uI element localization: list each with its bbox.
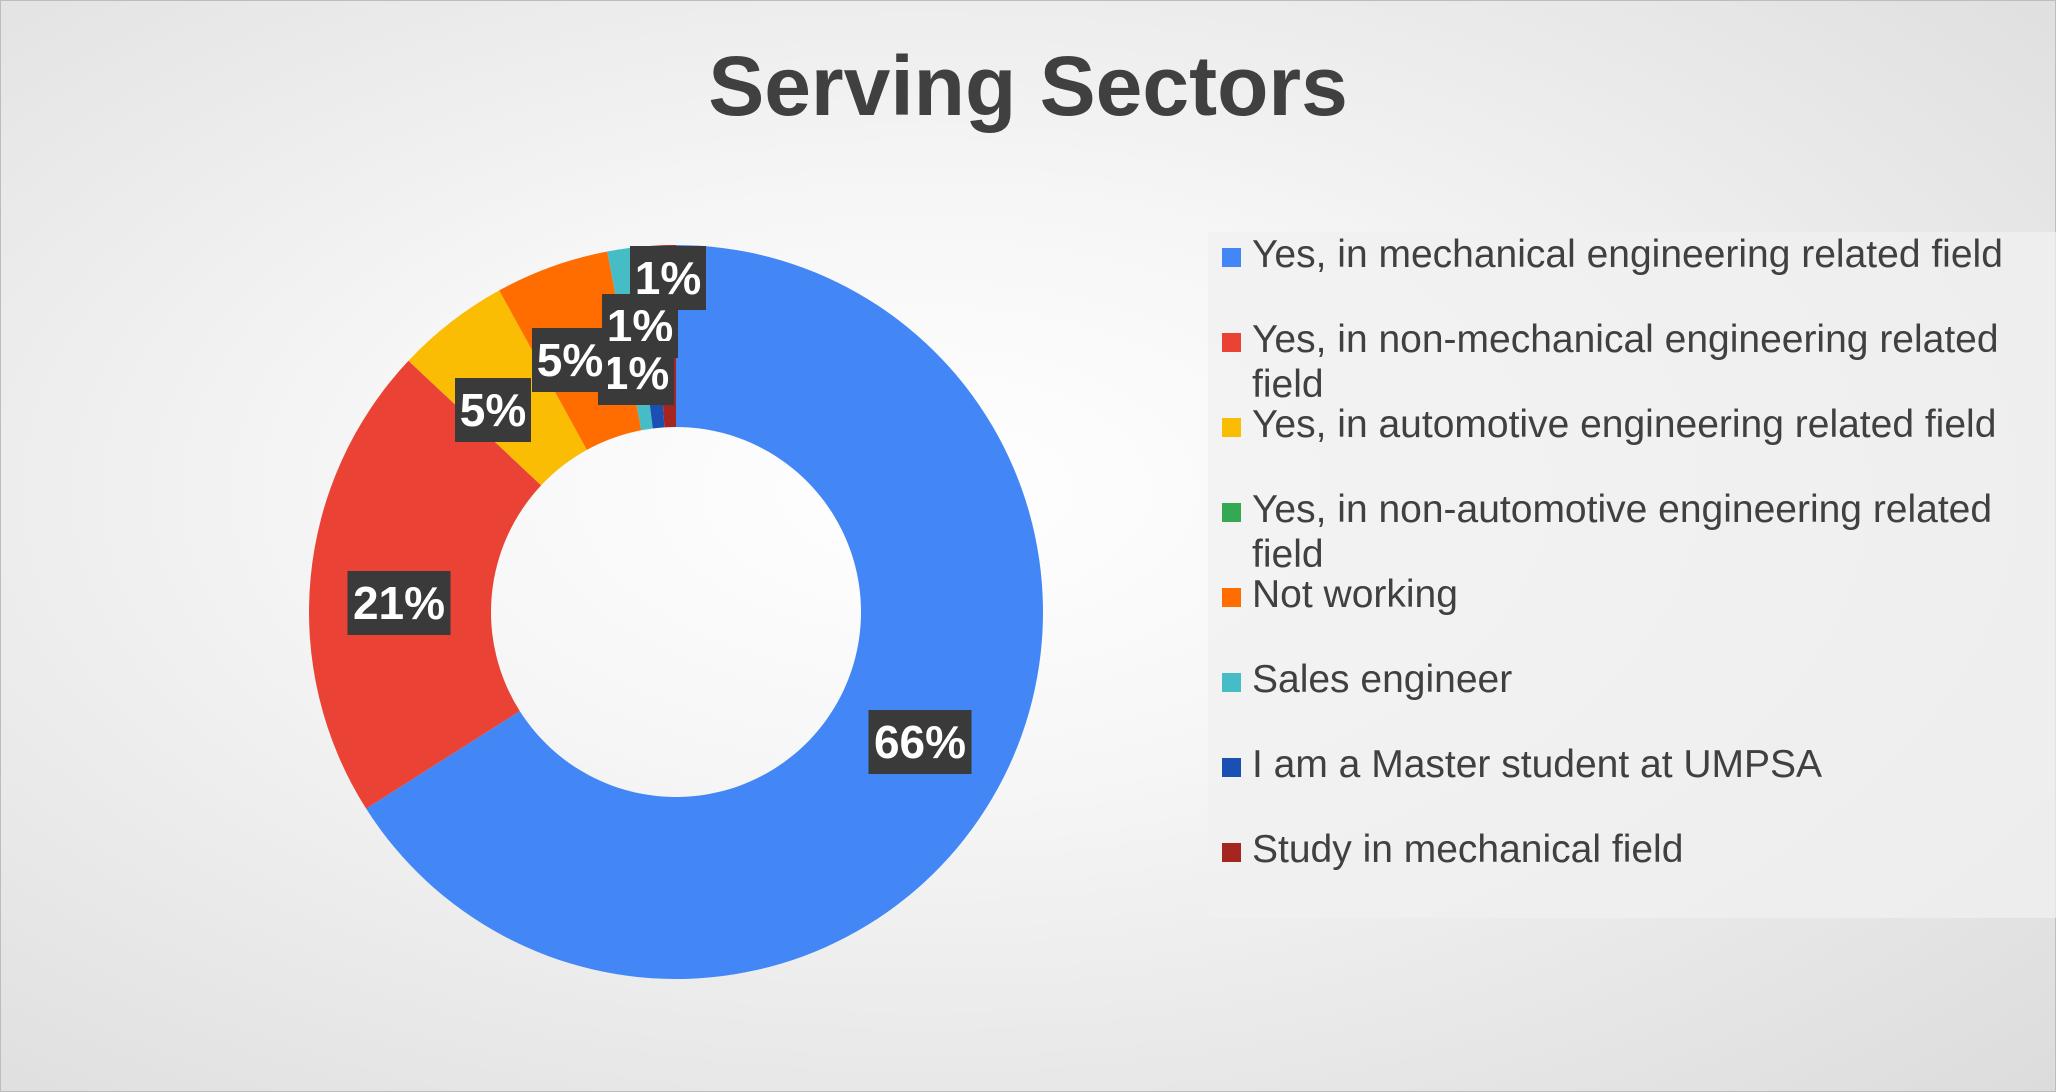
legend-swatch xyxy=(1222,503,1241,522)
svg-text:1%: 1% xyxy=(603,347,669,399)
svg-text:1%: 1% xyxy=(635,252,701,304)
svg-text:5%: 5% xyxy=(460,384,526,436)
legend-swatch xyxy=(1222,333,1241,352)
legend-label: Yes, in non-automotive engineering relat… xyxy=(1252,488,1993,576)
legend-swatch xyxy=(1222,843,1241,862)
legend-label: Yes, in mechanical engineering related f… xyxy=(1252,233,2003,276)
legend-label: Study in mechanical field xyxy=(1252,828,1684,871)
data-label-yes-in-automotive-engineering-related-field: 5% xyxy=(455,378,531,442)
svg-text:5%: 5% xyxy=(537,334,603,386)
data-label-yes-in-mechanical-engineering-related-field: 66% xyxy=(868,710,972,774)
svg-text:21%: 21% xyxy=(353,577,445,629)
legend-label: Not working xyxy=(1252,573,1458,616)
data-label-not-working: 5% xyxy=(532,328,608,392)
data-label-yes-in-non-mechanical-engineering-related-field: 21% xyxy=(347,571,451,635)
legend-label: Sales engineer xyxy=(1252,658,1513,701)
legend-swatch xyxy=(1222,673,1241,692)
data-label-sales-engineer: 1% xyxy=(630,246,706,310)
chart-title: Serving Sectors xyxy=(708,39,1348,133)
legend-swatch xyxy=(1222,418,1241,437)
legend-label: Yes, in automotive engineering related f… xyxy=(1252,403,1997,446)
data-label-study-in-mechanical-field: 1% xyxy=(598,341,674,405)
legend-label: I am a Master student at UMPSA xyxy=(1252,743,1823,786)
slice-yes-in-mechanical-engineering-related-field xyxy=(366,245,1043,979)
legend-swatch xyxy=(1222,588,1241,607)
legend-label: Yes, in non-mechanical engineering relat… xyxy=(1252,318,1999,406)
legend-swatch xyxy=(1222,758,1241,777)
svg-text:66%: 66% xyxy=(874,716,966,768)
legend: Yes, in mechanical engineering related f… xyxy=(1208,232,2056,918)
legend-swatch xyxy=(1222,248,1241,267)
